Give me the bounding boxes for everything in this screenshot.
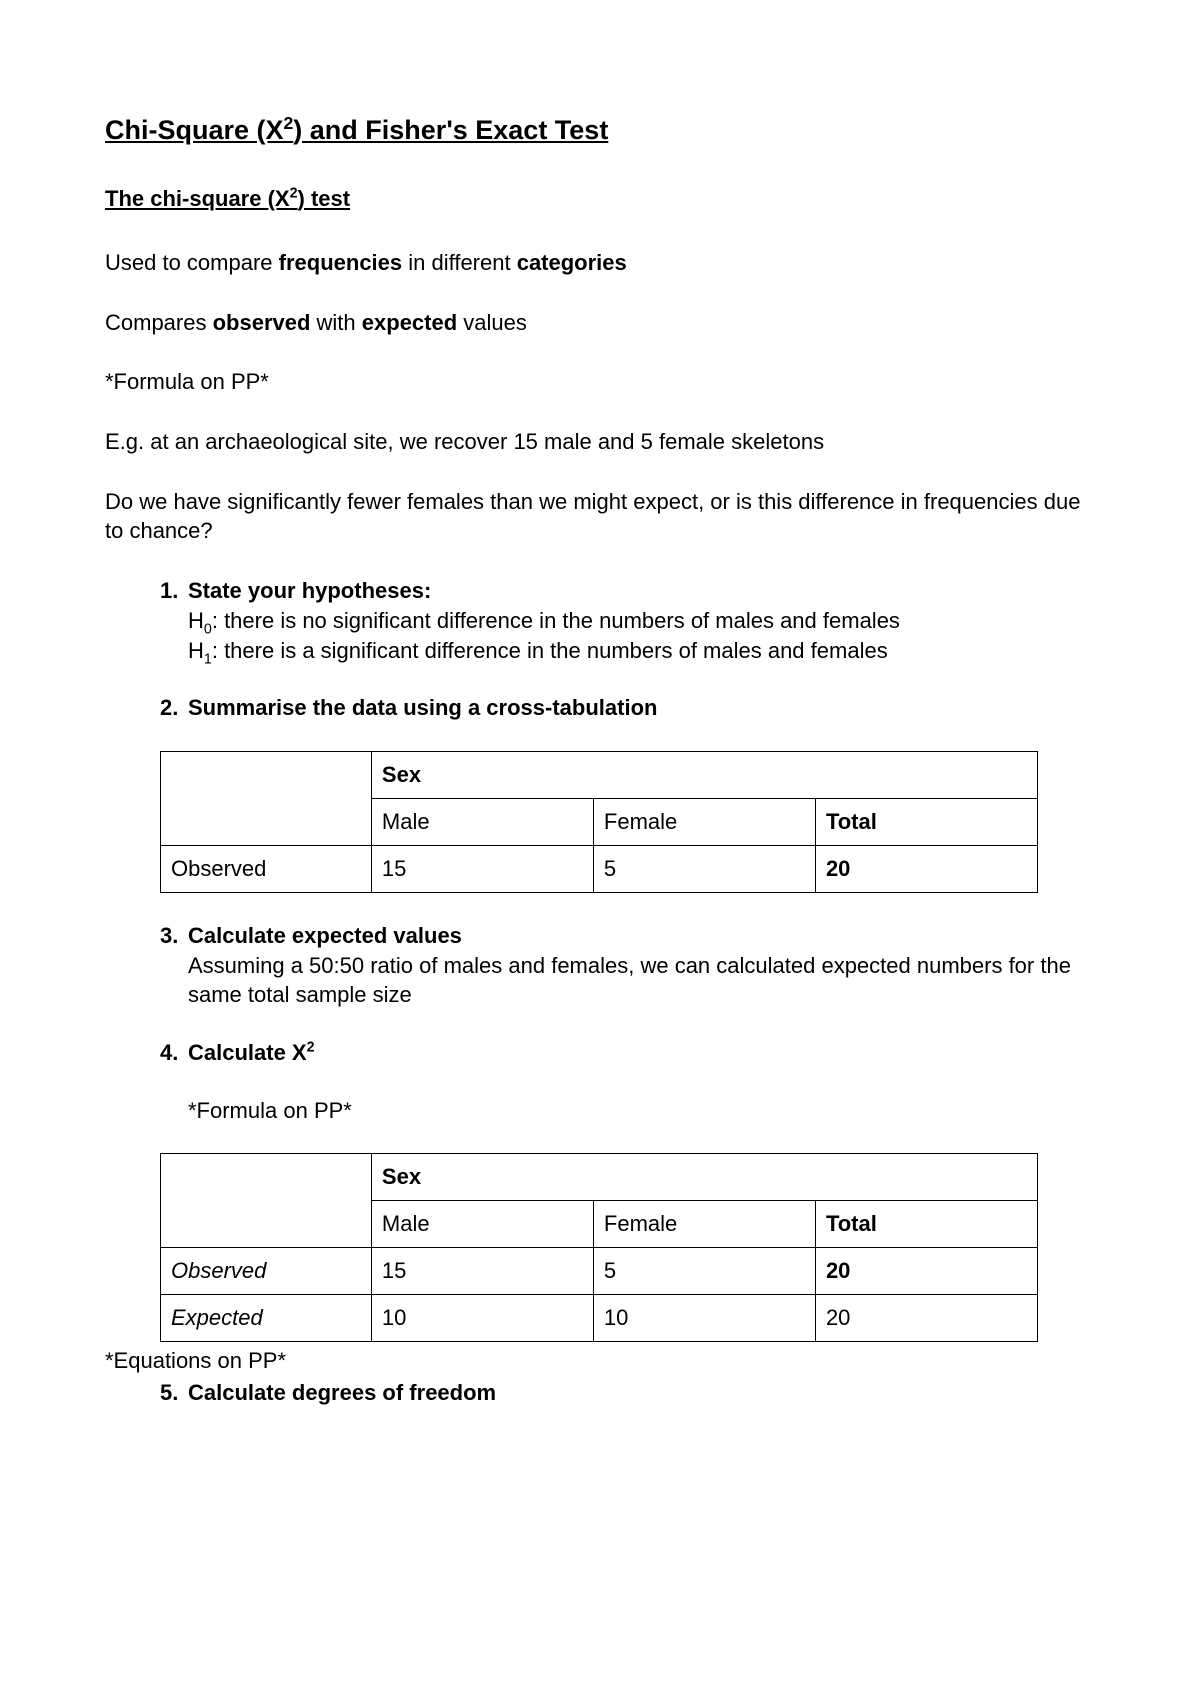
subtitle-post: ) test xyxy=(298,186,351,211)
text-bold-frequencies: frequencies xyxy=(279,250,403,275)
step-4-formula: *Formula on PP* xyxy=(188,1096,1095,1126)
table-header-sex: Sex xyxy=(371,751,1037,798)
subtitle-sup: 2 xyxy=(290,186,298,202)
table-row-expected: Expected xyxy=(161,1295,372,1342)
step-number: 3. xyxy=(160,921,188,951)
step-1: 1.State your hypotheses: H0: there is no… xyxy=(160,576,1095,665)
text: Used to compare xyxy=(105,250,279,275)
h1-label: H xyxy=(188,638,204,663)
equations-note: *Equations on PP* xyxy=(105,1348,1095,1374)
para-frequencies: Used to compare frequencies in different… xyxy=(105,248,1095,278)
h1-text: : there is a significant difference in t… xyxy=(212,638,888,663)
table-cell: 10 xyxy=(371,1295,593,1342)
text-bold-observed: observed xyxy=(213,310,311,335)
table-row: Observed 15 5 20 xyxy=(161,1248,1038,1295)
table-col-male: Male xyxy=(371,1201,593,1248)
table-row-observed: Observed xyxy=(161,845,372,892)
table-crosstab-1: Sex Male Female Total Observed 15 5 20 xyxy=(160,751,1038,893)
text-bold-expected: expected xyxy=(362,310,457,335)
para-question: Do we have significantly fewer females t… xyxy=(105,487,1095,546)
table-cell: 15 xyxy=(371,845,593,892)
steps-list-cont: 3.Calculate expected values Assuming a 5… xyxy=(105,921,1095,1125)
step-heading-text: Summarise the data using a cross-tabulat… xyxy=(188,695,657,720)
text: Compares xyxy=(105,310,213,335)
step-5: 5.Calculate degrees of freedom xyxy=(160,1378,1095,1408)
table-cell: 10 xyxy=(593,1295,815,1342)
para-formula-note: *Formula on PP* xyxy=(105,367,1095,397)
step-number: 4. xyxy=(160,1038,188,1068)
text: with xyxy=(310,310,361,335)
step-number: 5. xyxy=(160,1378,188,1408)
main-title: Chi-Square (X2) and Fisher's Exact Test xyxy=(105,115,1095,146)
step-4: 4.Calculate X2 *Formula on PP* xyxy=(160,1038,1095,1125)
step-heading-pre: Calculate X xyxy=(188,1040,307,1065)
table-col-female: Female xyxy=(593,1201,815,1248)
table-row: Sex xyxy=(161,1154,1038,1201)
text: in different xyxy=(402,250,517,275)
para-observed-expected: Compares observed with expected values xyxy=(105,308,1095,338)
table-col-female: Female xyxy=(593,798,815,845)
step-number: 1. xyxy=(160,576,188,606)
table-cell-empty xyxy=(161,1154,372,1248)
table-row: Observed 15 5 20 xyxy=(161,845,1038,892)
table-cell: 20 xyxy=(815,1248,1037,1295)
table-row: Expected 10 10 20 xyxy=(161,1295,1038,1342)
table-col-total: Total xyxy=(815,798,1037,845)
text: values xyxy=(457,310,527,335)
table-cell: 5 xyxy=(593,845,815,892)
sub-title: The chi-square (X2) test xyxy=(105,186,1095,212)
table-cell: 15 xyxy=(371,1248,593,1295)
table-row-observed: Observed xyxy=(161,1248,372,1295)
table-col-total: Total xyxy=(815,1201,1037,1248)
step-1-body: H0: there is no significant difference i… xyxy=(188,606,1095,665)
h0-sub: 0 xyxy=(204,621,212,637)
table-cell: 5 xyxy=(593,1248,815,1295)
table-col-male: Male xyxy=(371,798,593,845)
table-crosstab-2: Sex Male Female Total Observed 15 5 20 E… xyxy=(160,1153,1038,1342)
step-heading-text: State your hypotheses: xyxy=(188,578,431,603)
step-3: 3.Calculate expected values Assuming a 5… xyxy=(160,921,1095,1010)
title-sup: 2 xyxy=(284,113,294,133)
steps-list-cont2: 5.Calculate degrees of freedom xyxy=(105,1378,1095,1408)
title-pre: Chi-Square (X xyxy=(105,115,284,145)
h0-label: H xyxy=(188,608,204,633)
h0-text: : there is no significant difference in … xyxy=(212,608,900,633)
title-post: ) and Fisher's Exact Test xyxy=(293,115,608,145)
table-cell-empty xyxy=(161,751,372,845)
step-heading-sup: 2 xyxy=(307,1040,315,1056)
h1-sub: 1 xyxy=(204,651,212,667)
table-row: Sex xyxy=(161,751,1038,798)
step-3-body: Assuming a 50:50 ratio of males and fema… xyxy=(188,951,1095,1010)
table-header-sex: Sex xyxy=(371,1154,1037,1201)
subtitle-pre: The chi-square (X xyxy=(105,186,290,211)
steps-list: 1.State your hypotheses: H0: there is no… xyxy=(105,576,1095,723)
step-number: 2. xyxy=(160,693,188,723)
step-heading-text: Calculate degrees of freedom xyxy=(188,1380,496,1405)
table-cell: 20 xyxy=(815,1295,1037,1342)
para-example: E.g. at an archaeological site, we recov… xyxy=(105,427,1095,457)
step-2: 2.Summarise the data using a cross-tabul… xyxy=(160,693,1095,723)
text-bold-categories: categories xyxy=(517,250,627,275)
step-heading-text: Calculate expected values xyxy=(188,923,462,948)
table-cell: 20 xyxy=(815,845,1037,892)
document-page: Chi-Square (X2) and Fisher's Exact Test … xyxy=(0,0,1200,1468)
